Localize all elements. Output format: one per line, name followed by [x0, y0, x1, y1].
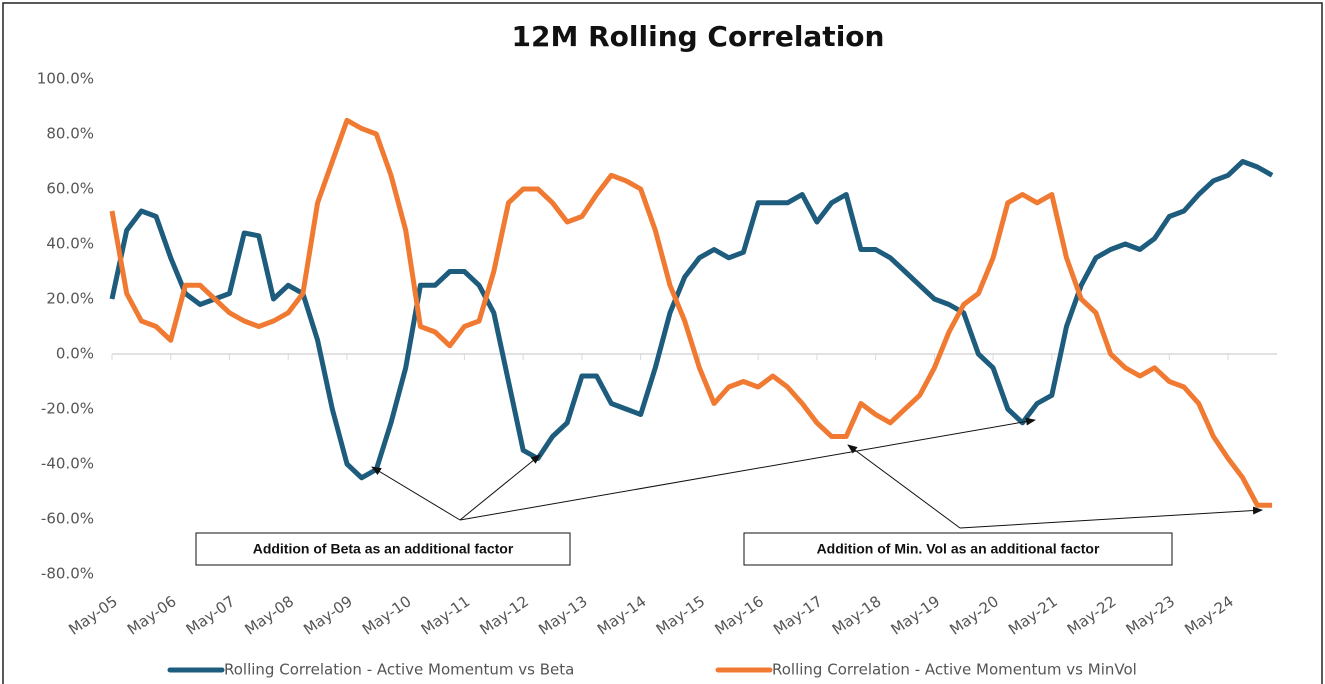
x-tick-label: May-14: [594, 592, 650, 638]
x-tick-label: May-11: [418, 592, 474, 638]
arrow: [847, 444, 961, 529]
x-tick-label: May-21: [1005, 592, 1061, 638]
y-tick-label: 100.0%: [37, 70, 94, 88]
legend-label: Rolling Correlation - Active Momentum vs…: [772, 661, 1137, 679]
x-tick-label: May-13: [535, 592, 591, 638]
x-tick-label: May-06: [124, 592, 180, 638]
y-tick-label: 40.0%: [46, 235, 94, 253]
arrow: [459, 417, 1036, 521]
x-tick-label: May-20: [946, 592, 1002, 638]
x-tick-label: May-12: [476, 592, 532, 638]
x-tick-label: May-10: [359, 592, 415, 638]
y-tick-label: -40.0%: [41, 455, 94, 473]
y-tick-label: 60.0%: [46, 180, 94, 198]
y-tick-label: 0.0%: [56, 345, 94, 363]
x-tick-label: May-23: [1123, 592, 1179, 638]
annotation: Addition of Min. Vol as an additional fa…: [817, 541, 1100, 557]
legend-label: Rolling Correlation - Active Momentum vs…: [224, 661, 574, 679]
chart-title: 12M Rolling Correlation: [512, 20, 885, 53]
x-tick-label: May-19: [888, 592, 944, 638]
x-tick-label: May-16: [711, 592, 767, 638]
arrow: [371, 466, 461, 521]
x-tick-label: May-24: [1181, 592, 1237, 638]
annotation-box: [743, 532, 1173, 566]
y-tick-label: 20.0%: [46, 290, 94, 308]
y-tick-label: -60.0%: [41, 510, 94, 528]
x-tick-label: May-15: [653, 592, 709, 638]
y-tick-label: -20.0%: [41, 400, 94, 418]
arrow: [959, 506, 1263, 529]
x-tick-label: May-09: [300, 592, 356, 638]
arrow: [459, 454, 541, 521]
y-tick-label: -80.0%: [41, 565, 94, 583]
y-tick-label: 80.0%: [46, 125, 94, 143]
series-line: [109, 117, 1273, 508]
annotation-box: [195, 532, 571, 566]
x-tick-label: May-17: [770, 592, 826, 638]
annotation-arrows: [371, 417, 1263, 529]
x-tick-label: May-07: [183, 592, 239, 638]
x-tick-label: May-22: [1064, 592, 1120, 638]
annotation: Addition of Beta as an additional factor: [253, 541, 514, 557]
x-tick-label: May-18: [829, 592, 885, 638]
x-tick-label: May-08: [242, 592, 298, 638]
x-tick-label: May-05: [65, 592, 121, 638]
